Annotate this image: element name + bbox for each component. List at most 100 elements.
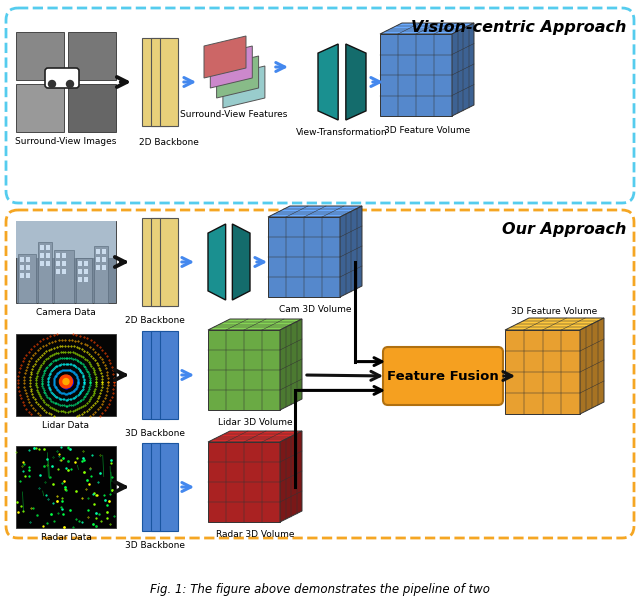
FancyBboxPatch shape [46, 260, 50, 265]
Text: Lidar Data: Lidar Data [42, 421, 90, 430]
Polygon shape [280, 431, 302, 522]
FancyBboxPatch shape [102, 265, 106, 270]
Polygon shape [160, 443, 178, 531]
FancyBboxPatch shape [96, 248, 100, 254]
Polygon shape [151, 443, 169, 531]
Text: Lidar 3D Volume: Lidar 3D Volume [218, 418, 292, 427]
Polygon shape [142, 331, 160, 419]
Polygon shape [208, 431, 302, 442]
Polygon shape [340, 206, 362, 297]
FancyBboxPatch shape [68, 32, 116, 80]
Text: 3D Feature Volume: 3D Feature Volume [511, 307, 598, 316]
FancyBboxPatch shape [62, 260, 66, 266]
FancyBboxPatch shape [62, 253, 66, 257]
FancyBboxPatch shape [18, 254, 36, 303]
Polygon shape [151, 331, 169, 419]
FancyBboxPatch shape [26, 265, 30, 270]
FancyBboxPatch shape [68, 84, 116, 132]
Polygon shape [223, 66, 265, 108]
Text: Our Approach: Our Approach [502, 222, 626, 237]
Polygon shape [268, 217, 340, 297]
Polygon shape [208, 224, 226, 300]
Polygon shape [216, 56, 259, 98]
FancyBboxPatch shape [78, 277, 82, 282]
Polygon shape [380, 34, 452, 116]
Text: 3D Backbone: 3D Backbone [125, 429, 185, 438]
Circle shape [67, 80, 74, 87]
FancyBboxPatch shape [45, 68, 79, 88]
FancyBboxPatch shape [84, 277, 88, 282]
Text: 3D Feature Volume: 3D Feature Volume [384, 126, 470, 135]
Text: 3D Backbone: 3D Backbone [125, 541, 185, 550]
FancyBboxPatch shape [94, 245, 108, 303]
Polygon shape [268, 206, 362, 217]
Polygon shape [142, 218, 160, 306]
FancyBboxPatch shape [40, 253, 44, 257]
FancyBboxPatch shape [78, 269, 82, 274]
Text: Feature Fusion: Feature Fusion [387, 370, 499, 382]
Polygon shape [505, 330, 580, 414]
Polygon shape [204, 36, 246, 78]
FancyBboxPatch shape [102, 248, 106, 254]
Polygon shape [505, 318, 604, 330]
Text: 2D Backbone: 2D Backbone [139, 138, 199, 147]
Polygon shape [160, 218, 178, 306]
Text: Radar 3D Volume: Radar 3D Volume [216, 530, 294, 539]
Polygon shape [211, 46, 252, 88]
FancyBboxPatch shape [26, 273, 30, 278]
Polygon shape [580, 318, 604, 414]
FancyBboxPatch shape [46, 244, 50, 250]
Polygon shape [151, 218, 169, 306]
FancyBboxPatch shape [84, 269, 88, 274]
FancyBboxPatch shape [96, 257, 100, 262]
Polygon shape [380, 23, 474, 34]
Polygon shape [208, 330, 280, 410]
FancyBboxPatch shape [20, 257, 24, 262]
Text: Cam 3D Volume: Cam 3D Volume [279, 305, 351, 314]
Polygon shape [142, 443, 160, 531]
FancyBboxPatch shape [56, 253, 60, 257]
Text: Surround-View Images: Surround-View Images [15, 137, 116, 146]
FancyBboxPatch shape [78, 261, 82, 266]
Polygon shape [151, 38, 169, 126]
Text: Surround-View Features: Surround-View Features [180, 110, 288, 119]
Circle shape [60, 375, 72, 388]
FancyBboxPatch shape [76, 258, 92, 303]
FancyBboxPatch shape [84, 261, 88, 266]
Polygon shape [160, 331, 178, 419]
FancyBboxPatch shape [16, 84, 64, 132]
Polygon shape [346, 44, 366, 120]
FancyBboxPatch shape [56, 260, 60, 266]
FancyBboxPatch shape [62, 269, 66, 274]
FancyBboxPatch shape [102, 257, 106, 262]
FancyBboxPatch shape [20, 273, 24, 278]
Text: 2D Backbone: 2D Backbone [125, 316, 185, 325]
FancyBboxPatch shape [16, 446, 116, 528]
FancyBboxPatch shape [56, 269, 60, 274]
Polygon shape [452, 23, 474, 116]
FancyBboxPatch shape [38, 241, 52, 303]
Polygon shape [208, 319, 302, 330]
Text: Radar Data: Radar Data [40, 533, 92, 542]
Polygon shape [280, 319, 302, 410]
Text: Camera Data: Camera Data [36, 308, 96, 317]
FancyBboxPatch shape [20, 265, 24, 270]
Polygon shape [160, 38, 178, 126]
Text: Fig. 1: The figure above demonstrates the pipeline of two: Fig. 1: The figure above demonstrates th… [150, 583, 490, 596]
FancyBboxPatch shape [26, 257, 30, 262]
FancyBboxPatch shape [40, 260, 44, 265]
FancyBboxPatch shape [40, 244, 44, 250]
Polygon shape [318, 44, 338, 120]
Circle shape [63, 379, 69, 385]
Text: Vision-centric Approach: Vision-centric Approach [411, 20, 626, 35]
Text: View-Transformation: View-Transformation [296, 128, 388, 137]
Circle shape [49, 80, 56, 87]
FancyBboxPatch shape [383, 347, 503, 405]
FancyBboxPatch shape [46, 253, 50, 257]
FancyBboxPatch shape [16, 221, 116, 258]
FancyBboxPatch shape [16, 334, 116, 416]
FancyBboxPatch shape [16, 221, 116, 303]
Polygon shape [142, 38, 160, 126]
Polygon shape [208, 442, 280, 522]
Polygon shape [232, 224, 250, 300]
